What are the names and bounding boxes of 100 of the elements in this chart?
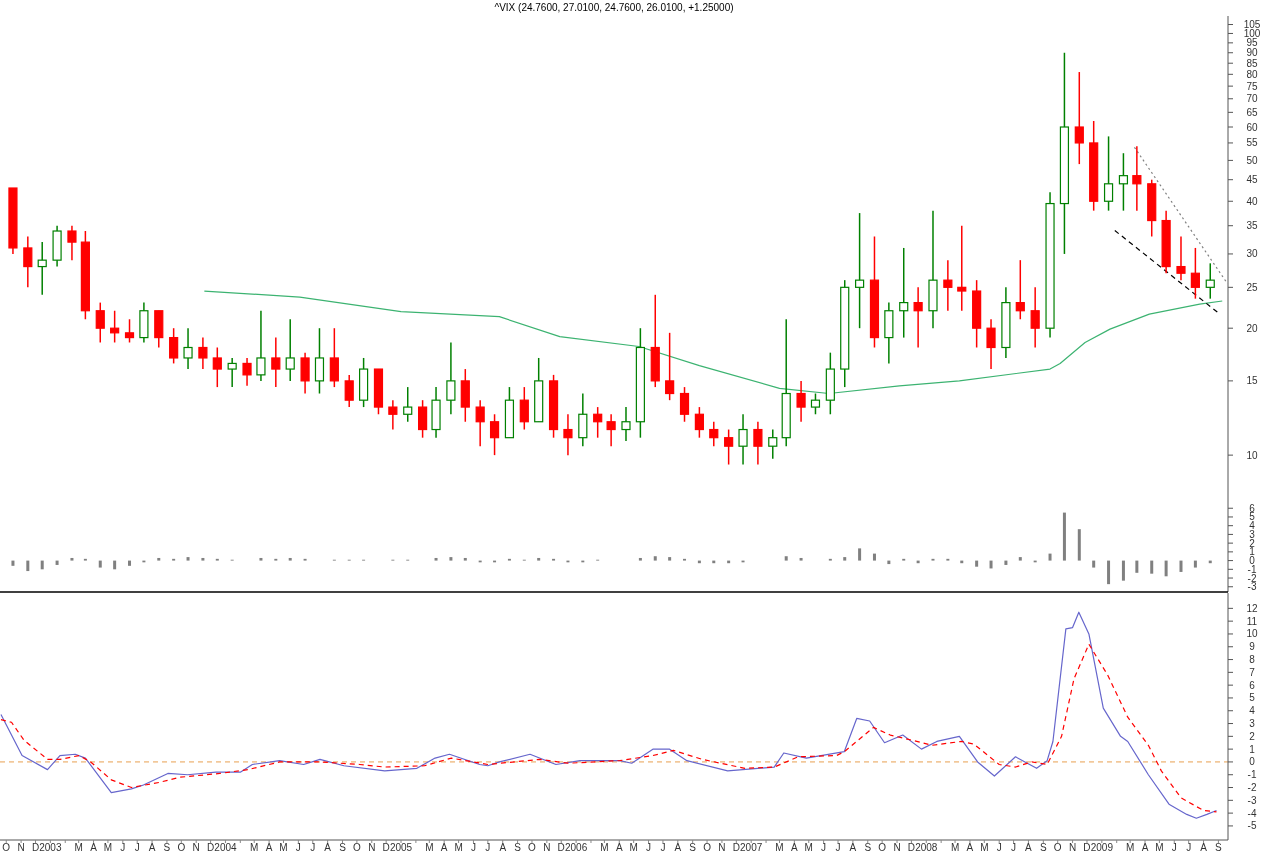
- x-tick-label: 2003: [39, 842, 62, 853]
- bar: [1092, 560, 1096, 568]
- bar: [157, 557, 161, 561]
- bar: [259, 557, 263, 561]
- x-tick-label: O: [1053, 842, 1062, 853]
- candlestick: [563, 413, 573, 456]
- candlestick: [95, 301, 105, 344]
- y-tick-label: 2: [1249, 537, 1256, 549]
- candlestick: [418, 399, 428, 439]
- y-tick-label: -2: [1247, 572, 1257, 584]
- bar: [1062, 512, 1066, 561]
- x-tick-label: A: [90, 842, 98, 853]
- candlestick: [285, 318, 295, 382]
- y-tick-label: 55: [1246, 137, 1258, 149]
- bar: [1179, 560, 1183, 572]
- y-tick-label: 9: [1249, 641, 1256, 653]
- candlestick: [606, 413, 616, 447]
- x-tick-label: J: [120, 842, 126, 853]
- line-series: [0, 611, 1218, 819]
- x-tick-label: M: [629, 842, 638, 853]
- x-tick-label: S: [339, 842, 347, 853]
- x-tick-label: J: [996, 842, 1002, 853]
- x-tick-label: N: [192, 842, 200, 853]
- x-tick-label: M: [74, 842, 83, 853]
- candlestick: [943, 259, 953, 312]
- bar: [40, 560, 44, 570]
- candlestick: [37, 241, 47, 296]
- candlestick: [1015, 259, 1025, 321]
- bar: [55, 560, 59, 565]
- y-tick-label: 15: [1246, 375, 1258, 387]
- bar: [1150, 560, 1154, 574]
- y-tick-label: 12: [1246, 602, 1258, 614]
- y-tick-label: 85: [1246, 57, 1258, 69]
- candlestick: [753, 421, 763, 466]
- y-tick-label: 1: [1249, 743, 1256, 755]
- y-tick-label: -5: [1247, 820, 1257, 832]
- candlestick: [403, 386, 413, 423]
- x-tick-label: D: [31, 842, 40, 853]
- x-tick-label: M: [279, 842, 288, 853]
- candlestick: [899, 247, 909, 339]
- bar: [1193, 560, 1197, 568]
- candlestick: [665, 332, 675, 401]
- y-tick-label: 35: [1246, 220, 1258, 232]
- candlestick: [212, 346, 222, 388]
- candlestick: [913, 286, 923, 349]
- bar: [653, 556, 657, 561]
- x-tick-label: A: [265, 842, 273, 853]
- x-tick-label: A: [674, 842, 682, 853]
- x-tick-label: 2007: [740, 842, 763, 853]
- candlestick: [724, 428, 734, 466]
- bar: [26, 560, 30, 572]
- candlestick: [810, 392, 821, 416]
- x-tick-label: J: [646, 842, 652, 853]
- x-tick-label: N: [1068, 842, 1077, 853]
- x-tick-label: J: [1171, 842, 1177, 853]
- x-tick-label: D: [206, 842, 215, 853]
- x-tick-label: J: [485, 842, 491, 853]
- y-tick-label: -3: [1247, 794, 1257, 806]
- x-tick-label: O: [878, 842, 887, 853]
- x-tick-label: O: [353, 842, 361, 853]
- x-tick-label: S: [163, 842, 171, 853]
- candlestick: [344, 374, 354, 408]
- x-tick-label: 2005: [389, 842, 413, 853]
- candlestick: [446, 341, 456, 416]
- x-tick-label: A: [1025, 842, 1033, 853]
- x-tick-label: 2006: [564, 842, 588, 853]
- candlestick: [183, 327, 193, 370]
- bar: [668, 557, 672, 561]
- y-tick-label: 5: [1249, 692, 1256, 704]
- y-tick-label: 0: [1249, 756, 1256, 768]
- x-tick-label: A: [791, 842, 799, 853]
- x-tick-label: A: [1141, 842, 1149, 853]
- x-tick-label: D: [732, 842, 740, 853]
- candlestick: [1190, 247, 1200, 300]
- y-tick-label: 10: [1246, 628, 1258, 640]
- candlestick: [67, 224, 77, 261]
- bar: [1107, 560, 1111, 585]
- x-tick-label: D: [382, 842, 390, 853]
- x-tick-label: D: [1083, 842, 1091, 853]
- x-tick-label: M: [804, 842, 813, 853]
- y-tick-label: 65: [1246, 106, 1258, 118]
- y-tick-label: 60: [1246, 121, 1258, 133]
- candlestick: [198, 336, 208, 370]
- x-tick-label: 2004: [214, 842, 238, 853]
- bar: [1164, 560, 1168, 577]
- candlestick: [475, 399, 485, 447]
- x-tick-label: S: [514, 842, 522, 853]
- x-tick-label: J: [295, 842, 301, 853]
- y-tick-label: 4: [1249, 705, 1256, 717]
- x-tick-label: M: [1125, 842, 1135, 853]
- x-tick-label: N: [368, 842, 376, 853]
- bar: [434, 557, 438, 561]
- candlestick: [300, 351, 310, 395]
- candlestick: [694, 406, 704, 439]
- bar: [288, 557, 292, 561]
- y-tick-label: 8: [1249, 654, 1256, 666]
- y-tick-label: 45: [1246, 174, 1258, 186]
- candlestick: [388, 399, 398, 431]
- y-tick-label: 20: [1246, 322, 1258, 334]
- bar: [1004, 560, 1008, 565]
